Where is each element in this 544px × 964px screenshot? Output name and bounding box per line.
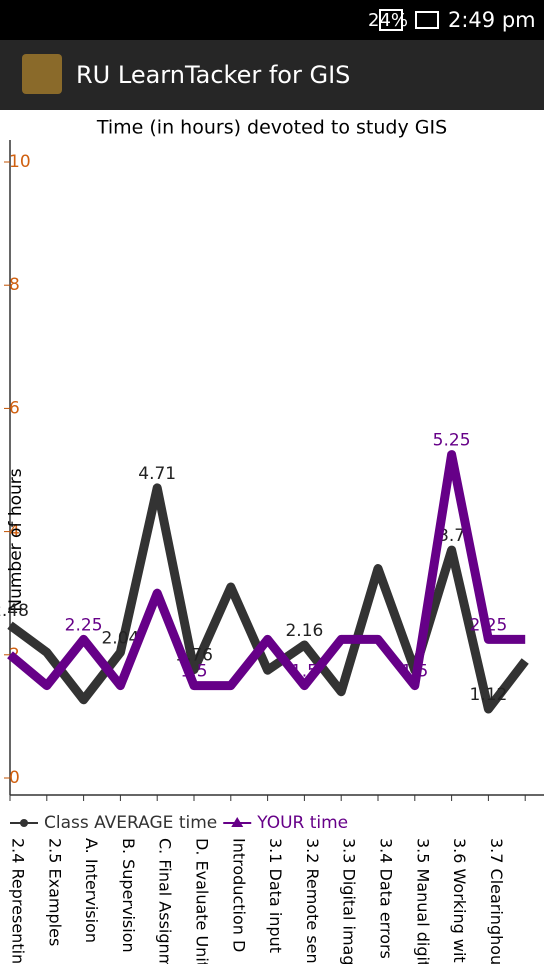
legend-label: YOUR time — [256, 813, 348, 833]
y-tick-label: 6 — [9, 398, 20, 418]
signal-icon — [379, 9, 403, 31]
line-series — [7, 483, 529, 714]
x-tick-label: 3.6 Working with — [450, 838, 469, 964]
y-tick-label: 10 — [9, 152, 31, 172]
status-bar — [0, 0, 544, 40]
x-tick-label: 3.4 Data errors — [377, 838, 396, 959]
data-label: 2.16 — [285, 621, 323, 641]
x-tick-label: 3.3 Digital image — [340, 838, 359, 964]
data-label: 2.25 — [469, 615, 507, 635]
chart: Time (in hours) devoted to study GIS 024… — [0, 117, 544, 964]
x-tick-label: 2.5 Examples — [45, 838, 64, 946]
y-tick-label: 8 — [9, 275, 20, 295]
x-tick-label: 3.5 Manual digitizing — [413, 838, 432, 964]
x-tick-label: D. Evaluate Unit — [193, 838, 212, 964]
data-label: 1.5 — [291, 662, 318, 682]
data-label: 1.5 — [180, 662, 207, 682]
x-tick-label: 3.1 Data input — [266, 838, 285, 953]
chart-title: Time (in hours) devoted to study GIS — [96, 117, 447, 139]
app-icon[interactable] — [22, 54, 62, 94]
x-tick-label: 3.7 Clearinghouse — [487, 838, 506, 964]
y-tick-label: 4 — [9, 522, 20, 542]
x-tick-label: Introduction D — [229, 838, 248, 952]
x-tick-label: A. Intervision — [82, 838, 101, 943]
data-label: 4.71 — [138, 464, 176, 484]
data-label: 2.48 — [0, 601, 29, 621]
data-label: 5.25 — [433, 431, 471, 451]
data-label: 2.25 — [65, 615, 103, 635]
x-tick-label: C. Final Assignment — [156, 838, 175, 964]
x-tick-label: 3.2 Remote sensing — [303, 838, 322, 964]
x-tick-label: B. Supervision — [119, 838, 138, 953]
legend-marker — [20, 819, 28, 827]
data-label: 2.04 — [101, 628, 139, 648]
clock: 2:49 pm — [448, 8, 536, 32]
battery-level: 24% — [368, 10, 408, 31]
line-series — [7, 450, 526, 691]
legend-label: Class AVERAGE time — [44, 813, 217, 833]
legend-marker — [231, 817, 244, 827]
app-title: RU LearnTacker for GIS — [76, 61, 350, 89]
x-tick-label: 2.4 Representing — [9, 838, 28, 964]
data-label: 3.7 — [438, 526, 465, 546]
y-axis-label: Number of hours — [6, 468, 26, 611]
action-bar — [0, 40, 544, 110]
data-label: 1.12 — [469, 685, 507, 705]
y-tick-label: 0 — [9, 768, 20, 788]
data-label: 1.5 — [401, 662, 428, 682]
battery-icon — [415, 11, 439, 29]
